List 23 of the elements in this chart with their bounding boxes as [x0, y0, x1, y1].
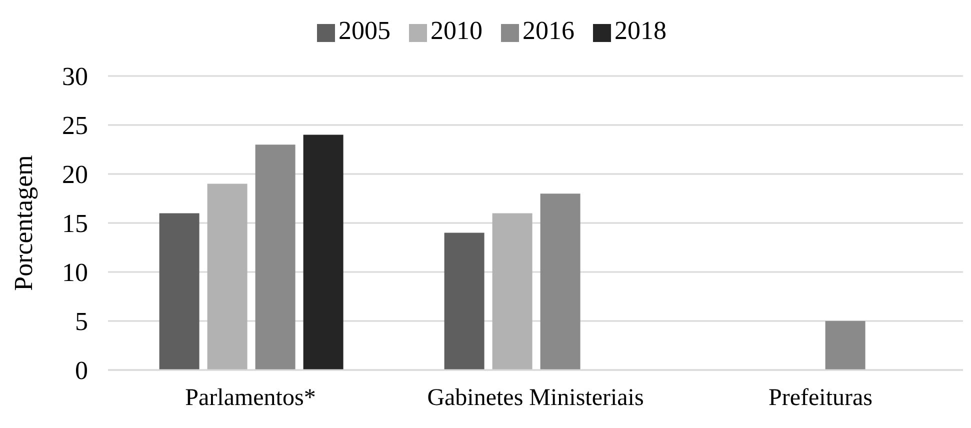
y-tick-label: 20	[62, 160, 88, 190]
bar	[540, 194, 580, 370]
bar	[825, 321, 866, 370]
y-tick-label: 5	[75, 307, 88, 336]
x-tick-label: Parlamentos*	[185, 385, 316, 412]
legend-label: 2016	[522, 16, 574, 45]
x-tick-label: Prefeituras	[768, 385, 872, 412]
bar	[207, 184, 248, 370]
bar	[255, 144, 296, 370]
bar	[303, 134, 344, 370]
y-tick-label: 25	[62, 111, 88, 140]
bar	[492, 213, 532, 370]
bar	[444, 232, 484, 370]
legend-label: 2005	[338, 16, 390, 45]
bar	[159, 213, 200, 370]
y-tick-label: 0	[75, 356, 88, 386]
legend-label: 2018	[614, 16, 666, 45]
legend-label: 2010	[430, 16, 482, 45]
y-axis-title: Porcentagem	[9, 155, 38, 291]
y-tick-label: 15	[62, 209, 88, 238]
y-tick-label: 10	[62, 258, 88, 288]
y-tick-label: 30	[62, 62, 88, 92]
x-tick-label: Gabinetes Ministeriais	[427, 385, 644, 412]
